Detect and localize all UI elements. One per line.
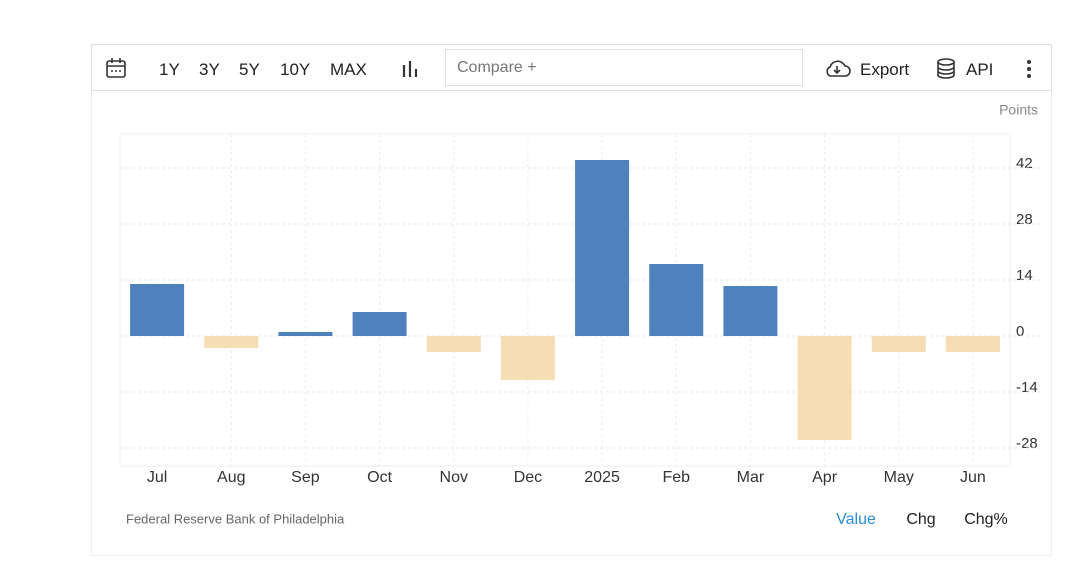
- range-button[interactable]: 10Y: [280, 60, 311, 79]
- api-icon[interactable]: [935, 57, 957, 81]
- mode-button[interactable]: Chg%: [964, 511, 1008, 528]
- export-button[interactable]: Export: [860, 60, 910, 79]
- x-tick-label: Apr: [812, 469, 838, 486]
- y-tick-label: 14: [1016, 267, 1033, 284]
- more-menu[interactable]: [1025, 59, 1033, 79]
- calendar-icon[interactable]: [105, 57, 127, 79]
- x-tick-label: Sep: [291, 469, 320, 486]
- bar: [945, 336, 1000, 352]
- bar: [723, 286, 778, 336]
- y-tick-label: 0: [1016, 323, 1024, 340]
- x-tick-label: 2025: [584, 469, 620, 486]
- source-label: Federal Reserve Bank of Philadelphia: [126, 511, 345, 526]
- y-unit-label: Points: [999, 102, 1038, 118]
- x-tick-label: Nov: [440, 469, 468, 486]
- chart-type-icon[interactable]: [401, 59, 421, 79]
- bar: [278, 332, 333, 336]
- x-tick-label: Mar: [737, 469, 765, 486]
- y-tick-label: -28: [1016, 435, 1038, 452]
- bar: [500, 336, 555, 380]
- bar: [871, 336, 926, 352]
- toolbar: 1Y 3Y 5Y 10Y MAX Compare + Export API: [91, 44, 1052, 91]
- x-tick-label: Aug: [217, 469, 245, 486]
- x-tick-label: May: [884, 469, 914, 486]
- x-tick-label: Jul: [147, 469, 167, 486]
- bar: [575, 160, 630, 336]
- compare-input[interactable]: Compare +: [445, 49, 803, 86]
- api-button[interactable]: API: [966, 60, 994, 79]
- bar: [426, 336, 481, 352]
- mode-button[interactable]: Value: [836, 511, 876, 528]
- plot-area: [119, 133, 1011, 467]
- y-tick-label: 42: [1016, 155, 1033, 172]
- bar: [204, 336, 259, 348]
- x-tick-label: Feb: [662, 469, 690, 486]
- mode-button[interactable]: Chg: [906, 511, 935, 528]
- bar: [649, 264, 704, 336]
- x-tick-label: Oct: [367, 469, 392, 486]
- x-tick-label: Dec: [514, 469, 542, 486]
- y-tick-label: 28: [1016, 211, 1033, 228]
- export-icon[interactable]: [822, 58, 852, 80]
- range-button[interactable]: MAX: [330, 60, 367, 79]
- x-tick-label: Jun: [960, 469, 986, 486]
- range-button[interactable]: 1Y: [159, 60, 180, 79]
- bar: [130, 284, 185, 336]
- range-button[interactable]: 3Y: [199, 60, 220, 79]
- bar: [797, 336, 852, 440]
- y-tick-label: -14: [1016, 379, 1038, 396]
- bar: [352, 312, 407, 336]
- range-button[interactable]: 5Y: [239, 60, 260, 79]
